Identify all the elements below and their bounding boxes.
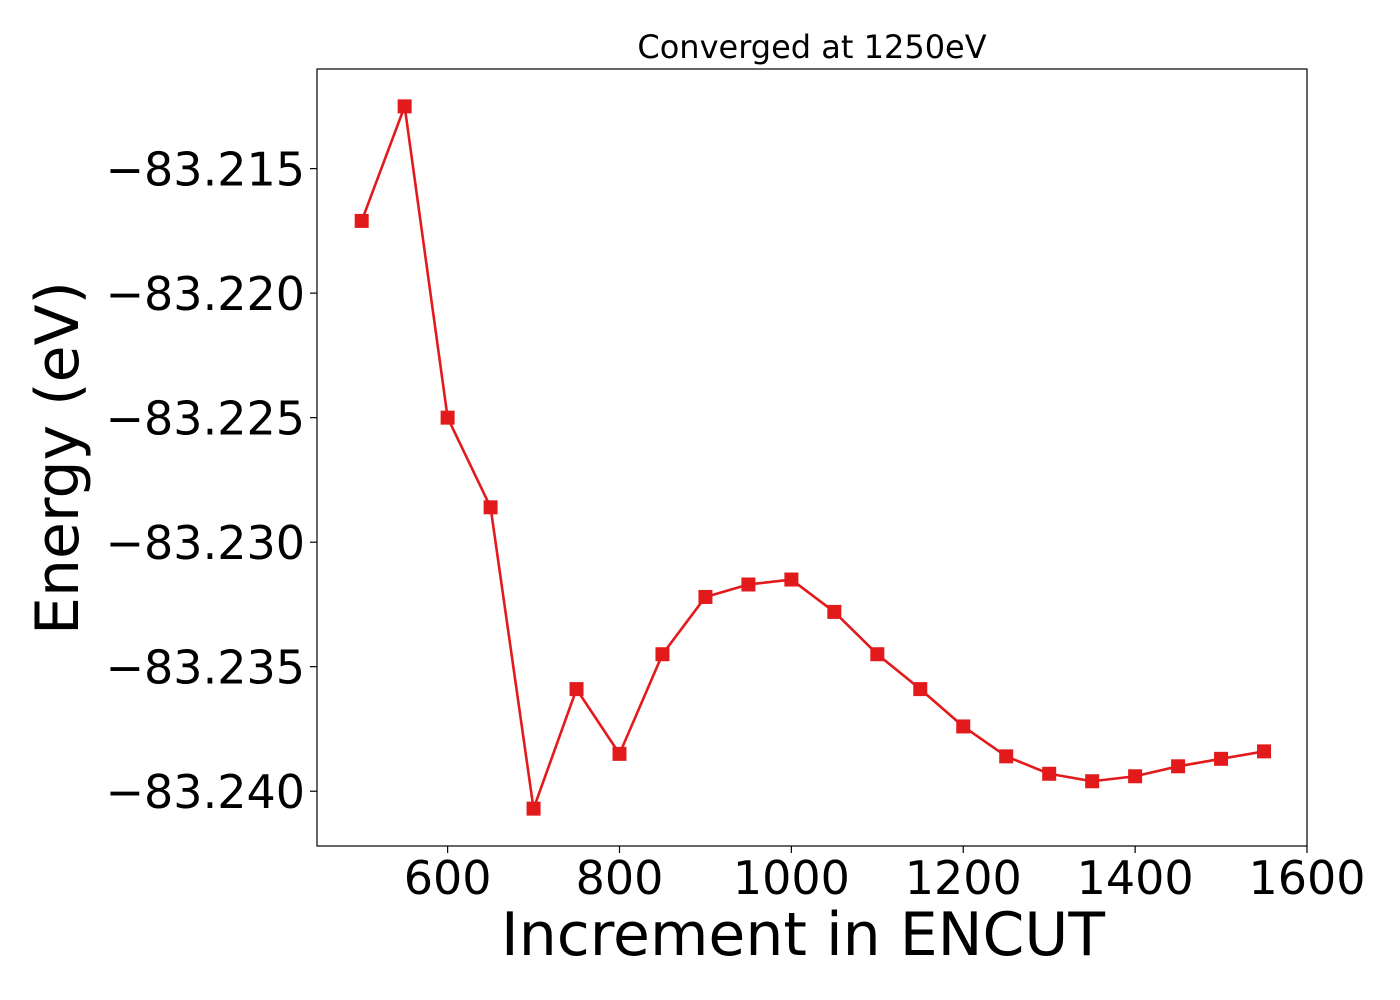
data-point	[483, 500, 498, 515]
data-point	[913, 682, 928, 697]
data-point	[698, 589, 713, 604]
y-tick-label: −83.220	[106, 267, 306, 321]
x-axis-label: Increment in ENCUT	[501, 900, 1105, 970]
data-point	[526, 801, 541, 816]
x-tick-label: 1000	[733, 851, 850, 905]
data-point	[397, 99, 412, 114]
data-point	[741, 577, 756, 592]
data-point	[1257, 744, 1272, 759]
chart-title: Converged at 1250eV	[637, 28, 986, 66]
x-tick-label: 1200	[905, 851, 1022, 905]
data-point	[870, 647, 885, 662]
y-axis-label: Energy (eV)	[23, 281, 93, 635]
x-tick-label: 1400	[1077, 851, 1194, 905]
data-point	[1214, 751, 1229, 766]
data-point	[1171, 759, 1186, 774]
plot-area	[354, 99, 1272, 816]
data-point	[655, 647, 670, 662]
data-point	[1085, 774, 1100, 789]
data-point	[1042, 766, 1057, 781]
x-tick-label: 800	[576, 851, 664, 905]
plot-frame	[316, 68, 1308, 847]
data-point	[956, 719, 971, 734]
y-axis: −83.215 −83.220 −83.225 −83.230 −83.235 −83.2…	[106, 143, 317, 819]
y-tick-label: −83.225	[106, 392, 306, 446]
data-point	[784, 572, 799, 587]
data-point	[612, 746, 627, 761]
y-tick-label: −83.240	[106, 765, 306, 819]
data-point	[999, 749, 1014, 764]
y-tick-label: −83.230	[106, 516, 306, 570]
series-line	[360, 105, 1265, 810]
x-axis: 600 800 1000 1200 1400 1600	[404, 846, 1366, 905]
data-point	[354, 213, 369, 228]
x-tick-label: 600	[404, 851, 492, 905]
x-tick-label: 1600	[1248, 851, 1365, 905]
y-tick-label: −83.235	[106, 641, 306, 695]
data-point	[440, 410, 455, 425]
data-point	[827, 604, 842, 619]
data-point	[569, 682, 584, 697]
data-point	[1128, 769, 1143, 784]
y-tick-label: −83.215	[106, 143, 306, 197]
